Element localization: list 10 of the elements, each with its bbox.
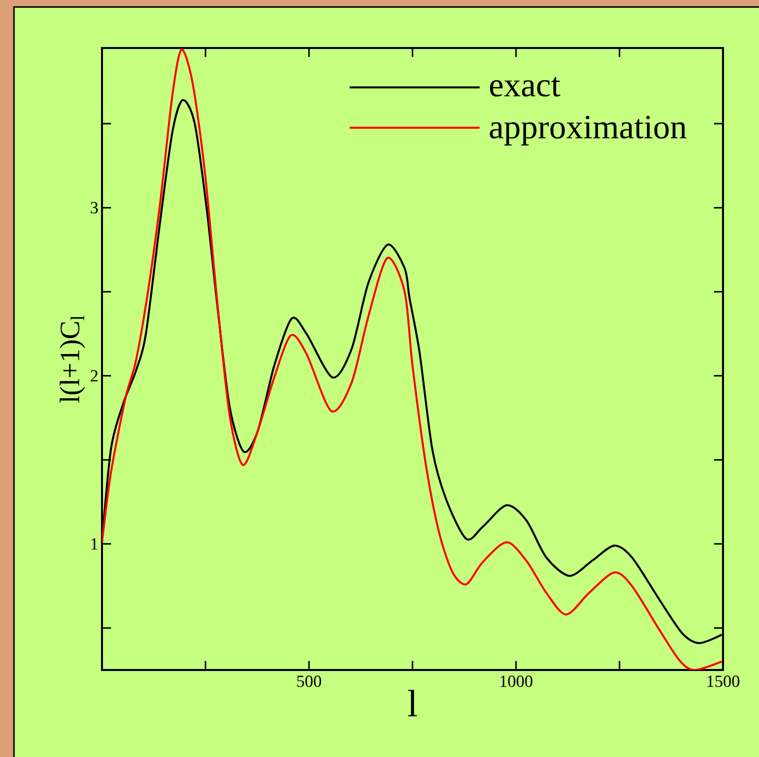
y-tick-label: 3 — [90, 202, 98, 214]
y-tick-label: 1 — [91, 538, 98, 550]
x-tick-label: 1000 — [500, 676, 532, 688]
x-axis-title: l — [408, 690, 418, 716]
legend-label: approximation — [490, 116, 686, 146]
x-tick-label: 1500 — [708, 676, 740, 688]
y-axis-title: l(l+1)C$_{l}$ — [60, 316, 86, 403]
x-tick-label: 500 — [297, 676, 322, 688]
y-tick-label: 2 — [90, 370, 98, 382]
legend-label: exact — [490, 77, 560, 97]
